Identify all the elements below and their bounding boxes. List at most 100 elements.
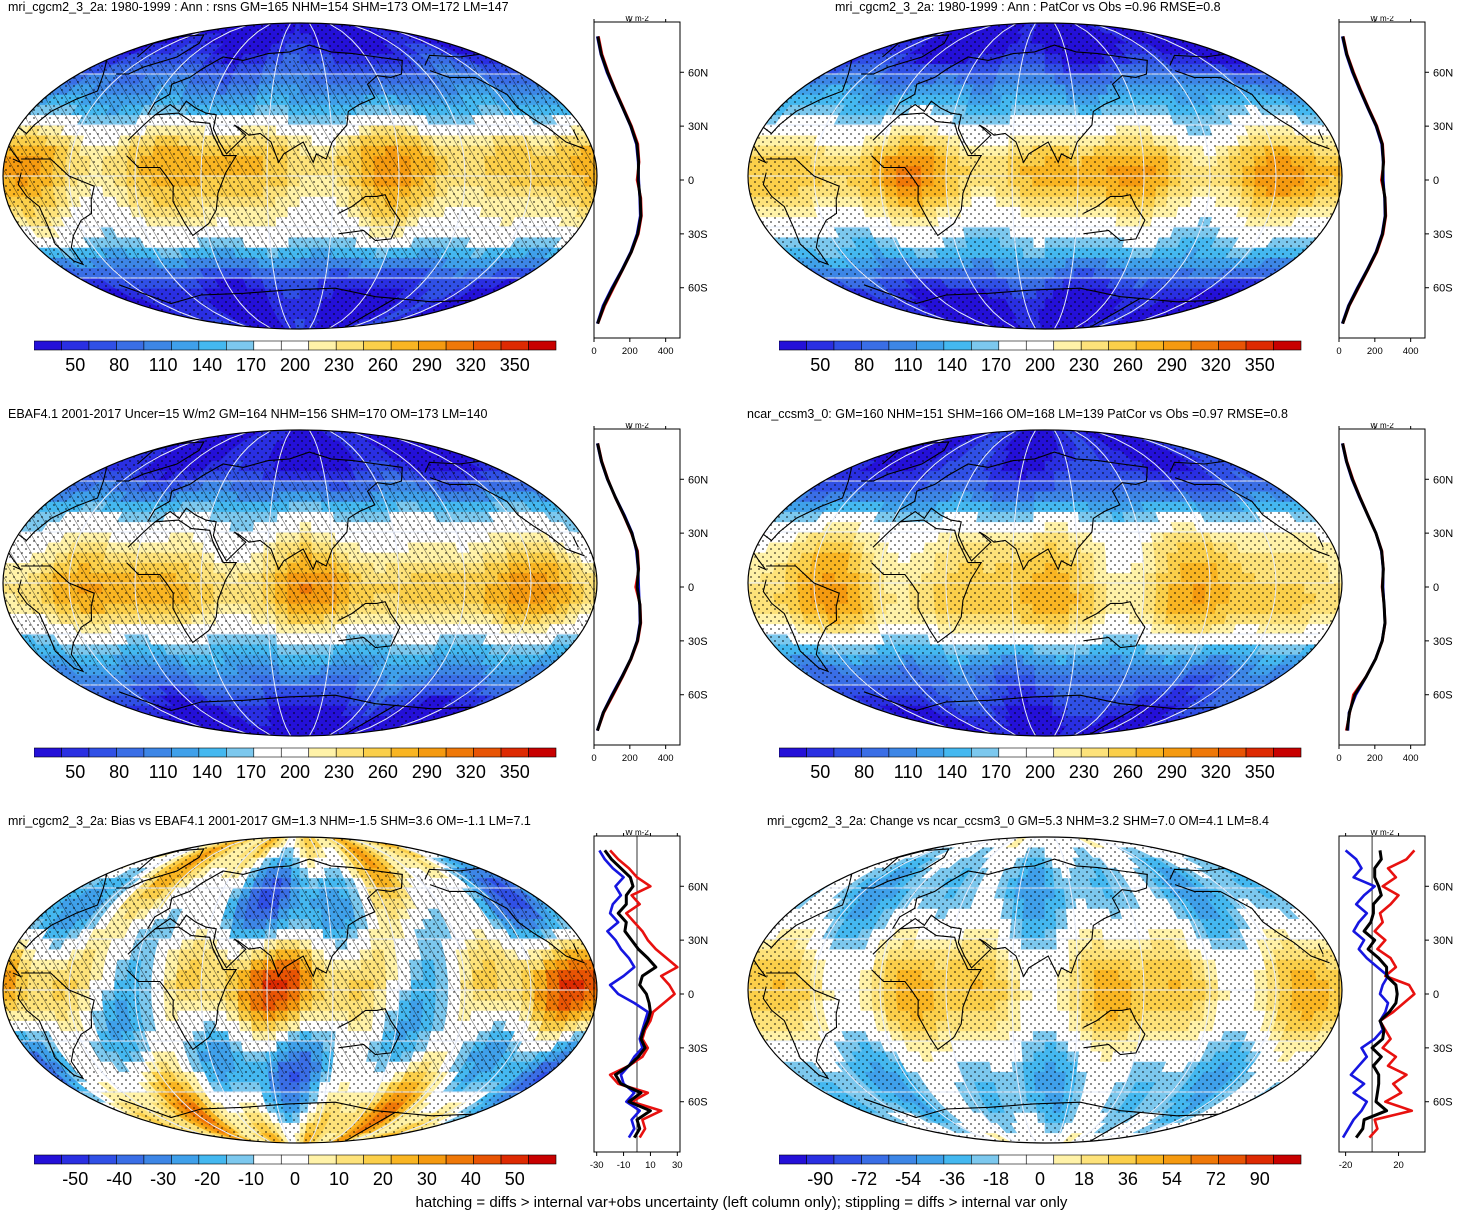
colorbar-swatch: [916, 340, 945, 351]
zonal-unit-label: W m-2: [625, 16, 649, 23]
colorbar-swatch: [998, 747, 1027, 758]
colorbar-swatch: [971, 340, 1000, 351]
colorbar-label: 200: [1025, 355, 1055, 375]
zonal-series-mean-line: [596, 36, 643, 325]
colorbar-swatch: [888, 747, 917, 758]
colorbar: -90 -72 -54 -36 -18 0 18 36 54 72 90: [779, 1154, 1302, 1189]
coastline-greenland: [116, 848, 205, 889]
coastline-antarctica: [863, 284, 1142, 329]
colorbar-swatch: [1163, 747, 1192, 758]
coastline-greenland: [861, 441, 950, 482]
colorbar-label: 170: [981, 762, 1011, 782]
coastline-south-america: [17, 565, 95, 673]
colorbar-swatch: [1108, 340, 1137, 351]
colorbar-swatch: [34, 747, 62, 758]
x-tick-label: -30: [590, 1160, 604, 1171]
colorbar-label: 72: [1206, 1169, 1226, 1189]
coastline-north-america: [762, 60, 853, 135]
coastline-north-america: [1174, 70, 1330, 150]
colorbar-label: -54: [895, 1169, 921, 1189]
coastline-south-america: [762, 565, 840, 673]
coastline-north-america: [753, 145, 768, 164]
x-tick-label: 200: [622, 346, 638, 357]
colorbar-label: 50: [810, 762, 830, 782]
x-tick-label: -10: [617, 1160, 631, 1171]
colorbar-swatch: [335, 1154, 364, 1165]
coastline-north-america: [753, 552, 768, 571]
colorbar-swatch: [1135, 1154, 1164, 1165]
lat-tick-label: 30N: [688, 121, 708, 133]
colorbar-swatch: [1245, 1154, 1274, 1165]
lat-tick-label: 30N: [1433, 528, 1453, 540]
colorbar-swatch: [1245, 340, 1274, 351]
coastline-europe-asia: [892, 44, 1148, 164]
colorbar-label: 290: [1157, 355, 1187, 375]
coastline-south-america: [17, 158, 95, 266]
colorbar-swatch: [806, 340, 835, 351]
colorbar: 50 80 110 140 170 200 230 260 290 320 350: [34, 340, 557, 375]
colorbar-swatch: [916, 1154, 945, 1165]
lat-tick-label: 30N: [1433, 935, 1453, 947]
colorbar-label: 18: [1074, 1169, 1094, 1189]
colorbar-swatch: [1163, 340, 1192, 351]
colorbar-swatch: [861, 747, 890, 758]
coastline-north-america: [572, 536, 579, 548]
colorbar-swatch: [971, 1154, 1000, 1165]
coastline-antarctica: [395, 1111, 477, 1117]
colorbar-swatch: [171, 340, 200, 351]
colorbar-swatch: [888, 340, 917, 351]
colorbar-label: 350: [1245, 355, 1275, 375]
colorbar-label: 320: [1201, 355, 1231, 375]
colorbar-swatch: [226, 1154, 255, 1165]
coastline-africa: [871, 926, 983, 1051]
lat-tick-label: 30S: [1433, 229, 1453, 241]
panel-title: ncar_ccsm3_0: GM=160 NHM=151 SHM=166 OM=…: [747, 407, 1288, 421]
colorbar-swatch: [1273, 747, 1302, 758]
colorbar-swatch: [390, 1154, 419, 1165]
lat-tick-label: 60S: [688, 1097, 708, 1109]
colorbar-label: 320: [456, 762, 486, 782]
colorbar-label: 10: [329, 1169, 349, 1189]
colorbar-swatch: [171, 1154, 200, 1165]
colorbar-swatch: [916, 747, 945, 758]
colorbar-label: 80: [854, 355, 874, 375]
colorbar-swatch: [61, 1154, 90, 1165]
coastline-south-america: [762, 158, 840, 266]
colorbar-swatch: [226, 747, 255, 758]
coastline-north-america: [1169, 53, 1231, 66]
colorbar-swatch: [1108, 1154, 1137, 1165]
colorbar-swatch: [1245, 747, 1274, 758]
colorbar-swatch: [34, 340, 62, 351]
colorbar-swatch: [253, 747, 282, 758]
colorbar-label: 290: [1157, 762, 1187, 782]
zonal-series-model-line: [1368, 849, 1416, 1139]
lat-tick-label: 60S: [688, 283, 708, 295]
colorbar-swatch: [500, 340, 529, 351]
coastline-north-america: [1317, 943, 1324, 955]
coastline-australia: [1083, 194, 1146, 242]
zonal-mean-plot: W m-2 60N 30N 0 30S 60S 0 200 400: [1336, 16, 1453, 357]
lat-tick-label: 30N: [1433, 121, 1453, 133]
colorbar-swatch: [1053, 747, 1082, 758]
x-tick-label: 10: [645, 1160, 656, 1171]
coastline-australia: [338, 601, 401, 649]
colorbar-swatch: [1190, 1154, 1219, 1165]
x-tick-label: 0: [591, 753, 596, 764]
colorbar-swatch: [88, 340, 117, 351]
colorbar-label: -50: [62, 1169, 88, 1189]
zonal-series-mean-line: [1354, 850, 1399, 1139]
colorbar-label: 200: [280, 762, 310, 782]
x-tick-label: 0: [591, 346, 596, 357]
lat-tick-label: 30S: [1433, 1043, 1453, 1055]
colorbar-label: 0: [1035, 1169, 1045, 1189]
coastline-antarctica: [118, 284, 397, 329]
colorbar-label: 40: [461, 1169, 481, 1189]
colorbar-label: -18: [983, 1169, 1009, 1189]
coastline-north-america: [429, 477, 585, 557]
colorbar-swatch: [500, 747, 529, 758]
colorbar-label: 54: [1162, 1169, 1182, 1189]
colorbar-label: 0: [290, 1169, 300, 1189]
zonal-mean-plot: W m-2 60N 30N 0 30S 60S -30 -10 10 30: [590, 830, 708, 1171]
coastline-north-america: [762, 467, 853, 542]
zonal-mean-plot: W m-2 60N 30N 0 30S 60S 0 200 400: [591, 16, 708, 357]
